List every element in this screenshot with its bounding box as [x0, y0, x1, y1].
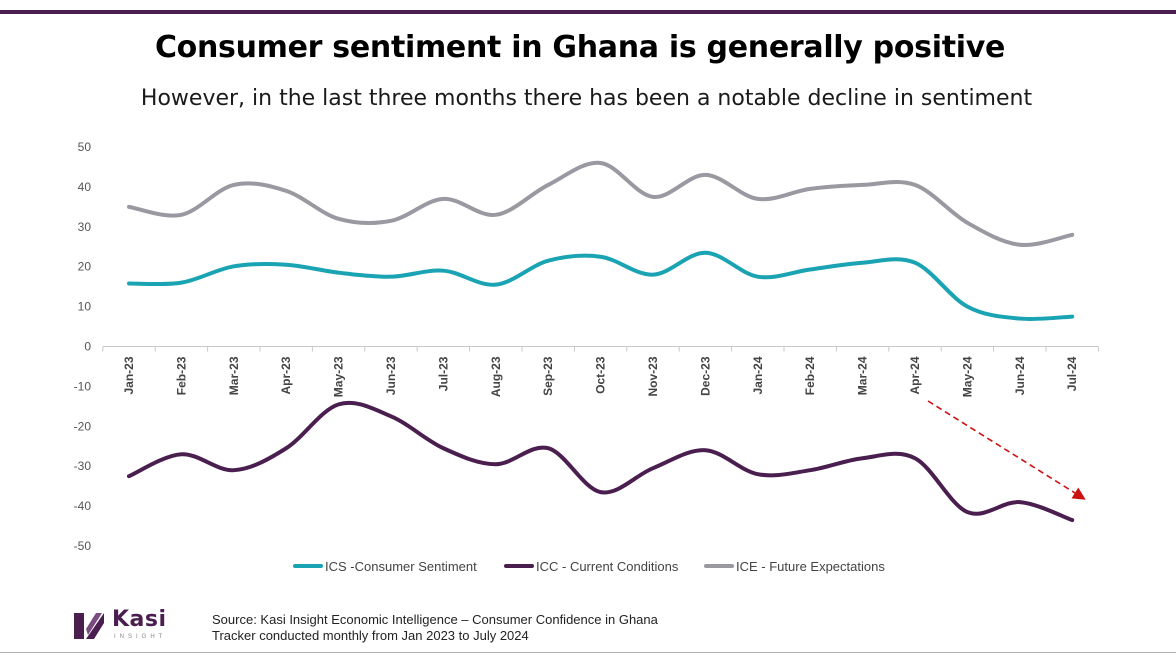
x-tick-label: Feb-24	[803, 356, 817, 395]
icc-series-line	[127, 400, 1075, 523]
x-tick-label: Jul-23	[436, 356, 450, 391]
y-tick-label: -30	[74, 459, 92, 473]
y-tick-label: -50	[74, 539, 92, 553]
source-note: Source: Kasi Insight Economic Intelligen…	[212, 612, 658, 644]
logo-wordmark: Kasi	[112, 607, 167, 632]
decline-trend-arrow	[927, 400, 1086, 500]
kasi-logo-icon	[74, 613, 104, 639]
legend-item-ice: ICE - Future Expectations	[704, 556, 885, 576]
y-tick-label: 20	[78, 260, 92, 274]
x-tick-label: Sep-23	[541, 356, 555, 396]
chart-subtitle: However, in the last three months there …	[140, 86, 1033, 111]
legend-label-ice: ICE - Future Expectations	[736, 558, 885, 574]
x-tick-label: Nov-23	[646, 356, 660, 396]
y-tick-label: 10	[78, 300, 92, 314]
y-tick-label: 30	[78, 220, 92, 234]
x-tick-label: Jan-24	[751, 356, 765, 394]
x-tick-label: Jul-24	[1065, 356, 1079, 391]
legend-label-icc: ICC - Current Conditions	[536, 558, 679, 574]
x-tick-label: Aug-23	[489, 356, 503, 397]
legend-item-icc: ICC - Current Conditions	[504, 556, 678, 576]
x-tick-label: Jun-23	[384, 356, 398, 395]
legend-swatch-ics	[293, 564, 323, 568]
source-line-2: Tracker conducted monthly from Jan 2023 …	[212, 628, 529, 643]
legend: ICS -Consumer Sentiment ICC - Current Co…	[0, 556, 1176, 576]
x-tick-label: Apr-23	[279, 356, 293, 394]
x-tick-label: Jun-24	[1013, 356, 1027, 395]
x-tick-label: Mar-24	[856, 356, 870, 395]
legend-label-ics: ICS -Consumer Sentiment	[325, 558, 477, 574]
x-tick-label: Jan-23	[122, 356, 136, 394]
ice-series-line	[127, 160, 1075, 247]
x-tick-label: Mar-23	[227, 356, 241, 395]
x-tick-label: May-23	[332, 356, 346, 397]
y-tick-label: 40	[78, 180, 92, 194]
y-tick-label: -40	[74, 499, 92, 513]
legend-swatch-icc	[504, 564, 534, 568]
logo-tagline: INSIGHT	[114, 634, 167, 640]
kasi-logo: Kasi INSIGHT	[72, 607, 182, 647]
x-tick-label: Dec-23	[698, 356, 712, 396]
y-tick-label: -20	[74, 419, 92, 433]
legend-item-ics: ICS -Consumer Sentiment	[293, 556, 477, 576]
x-tick-label: May-24	[960, 356, 974, 397]
top-rule	[0, 10, 1176, 14]
line-chart: 50 40 30 20 10 0 -10 -20 -30 -40 -50 Jan-23 Feb-23 Ma…	[74, 140, 1099, 553]
y-tick-label: 50	[78, 140, 92, 154]
chart-title: Consumer sentiment in Ghana is generally…	[154, 30, 1006, 65]
legend-swatch-ice	[704, 564, 734, 568]
source-line-1: Source: Kasi Insight Economic Intelligen…	[212, 612, 658, 627]
x-tick-label: Oct-23	[594, 356, 608, 394]
bottom-rule	[0, 652, 1176, 653]
ics-series-line	[127, 250, 1075, 322]
y-tick-label: 0	[84, 340, 91, 354]
y-tick-label: -10	[74, 379, 92, 393]
x-tick-label: Feb-23	[174, 356, 188, 395]
x-tick-label: Apr-24	[908, 356, 922, 394]
